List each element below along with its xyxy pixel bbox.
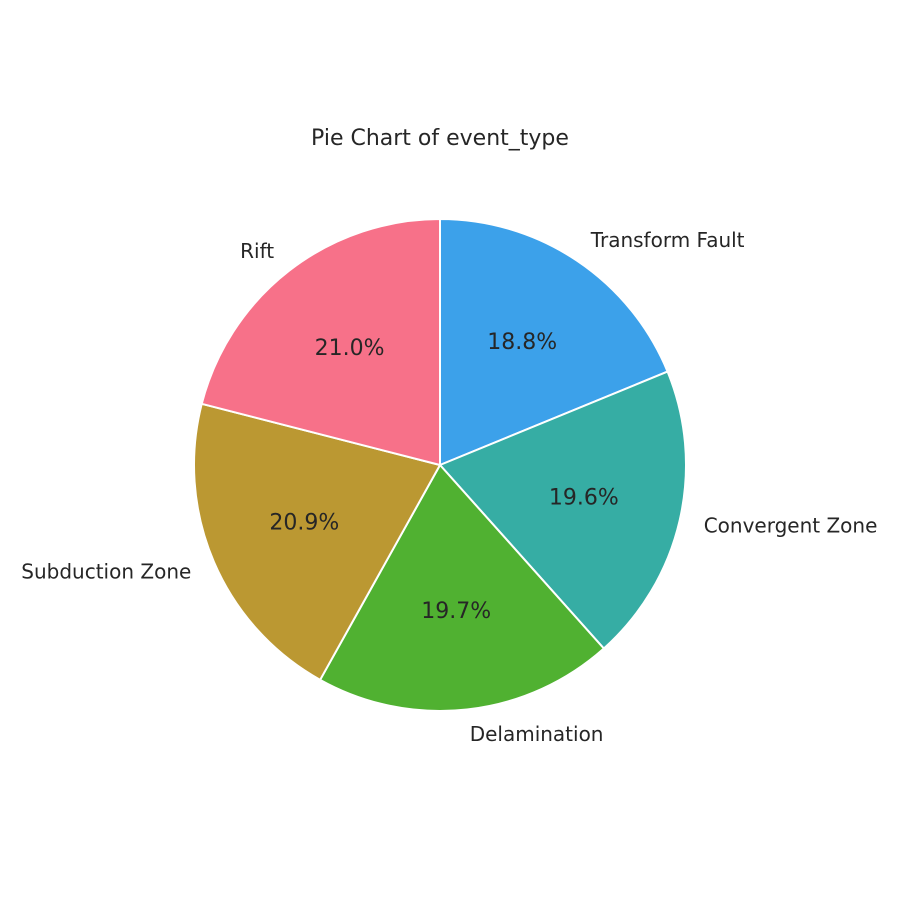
- pct-label-transform-fault: 18.8%: [487, 330, 557, 355]
- pie-slices: [193, 218, 687, 712]
- pct-label-subduction-zone: 20.9%: [269, 511, 339, 536]
- pie-slice-delamination: [319, 464, 605, 712]
- pie-labels: 18.8% Transform Fault 19.6% Convergent Zone…: [21, 228, 877, 746]
- slice-label-delamination: Delamination: [470, 722, 604, 746]
- pie-slice-transform-fault: [439, 218, 669, 466]
- slice-label-rift: Rift: [240, 239, 274, 263]
- slice-label-transform-fault: Transform Fault: [590, 228, 745, 252]
- pct-label-convergent-zone: 19.6%: [549, 486, 619, 511]
- slice-label-convergent-zone: Convergent Zone: [704, 514, 878, 538]
- pie-slice-convergent-zone: [439, 370, 687, 650]
- pct-label-rift: 21.0%: [315, 336, 385, 361]
- chart-title: Pie Chart of event_type: [311, 126, 569, 151]
- pie-slice-subduction-zone: [193, 402, 441, 681]
- pie-slice-rift: [200, 218, 441, 466]
- pct-label-delamination: 19.7%: [421, 599, 491, 624]
- slice-label-subduction-zone: Subduction Zone: [21, 560, 191, 584]
